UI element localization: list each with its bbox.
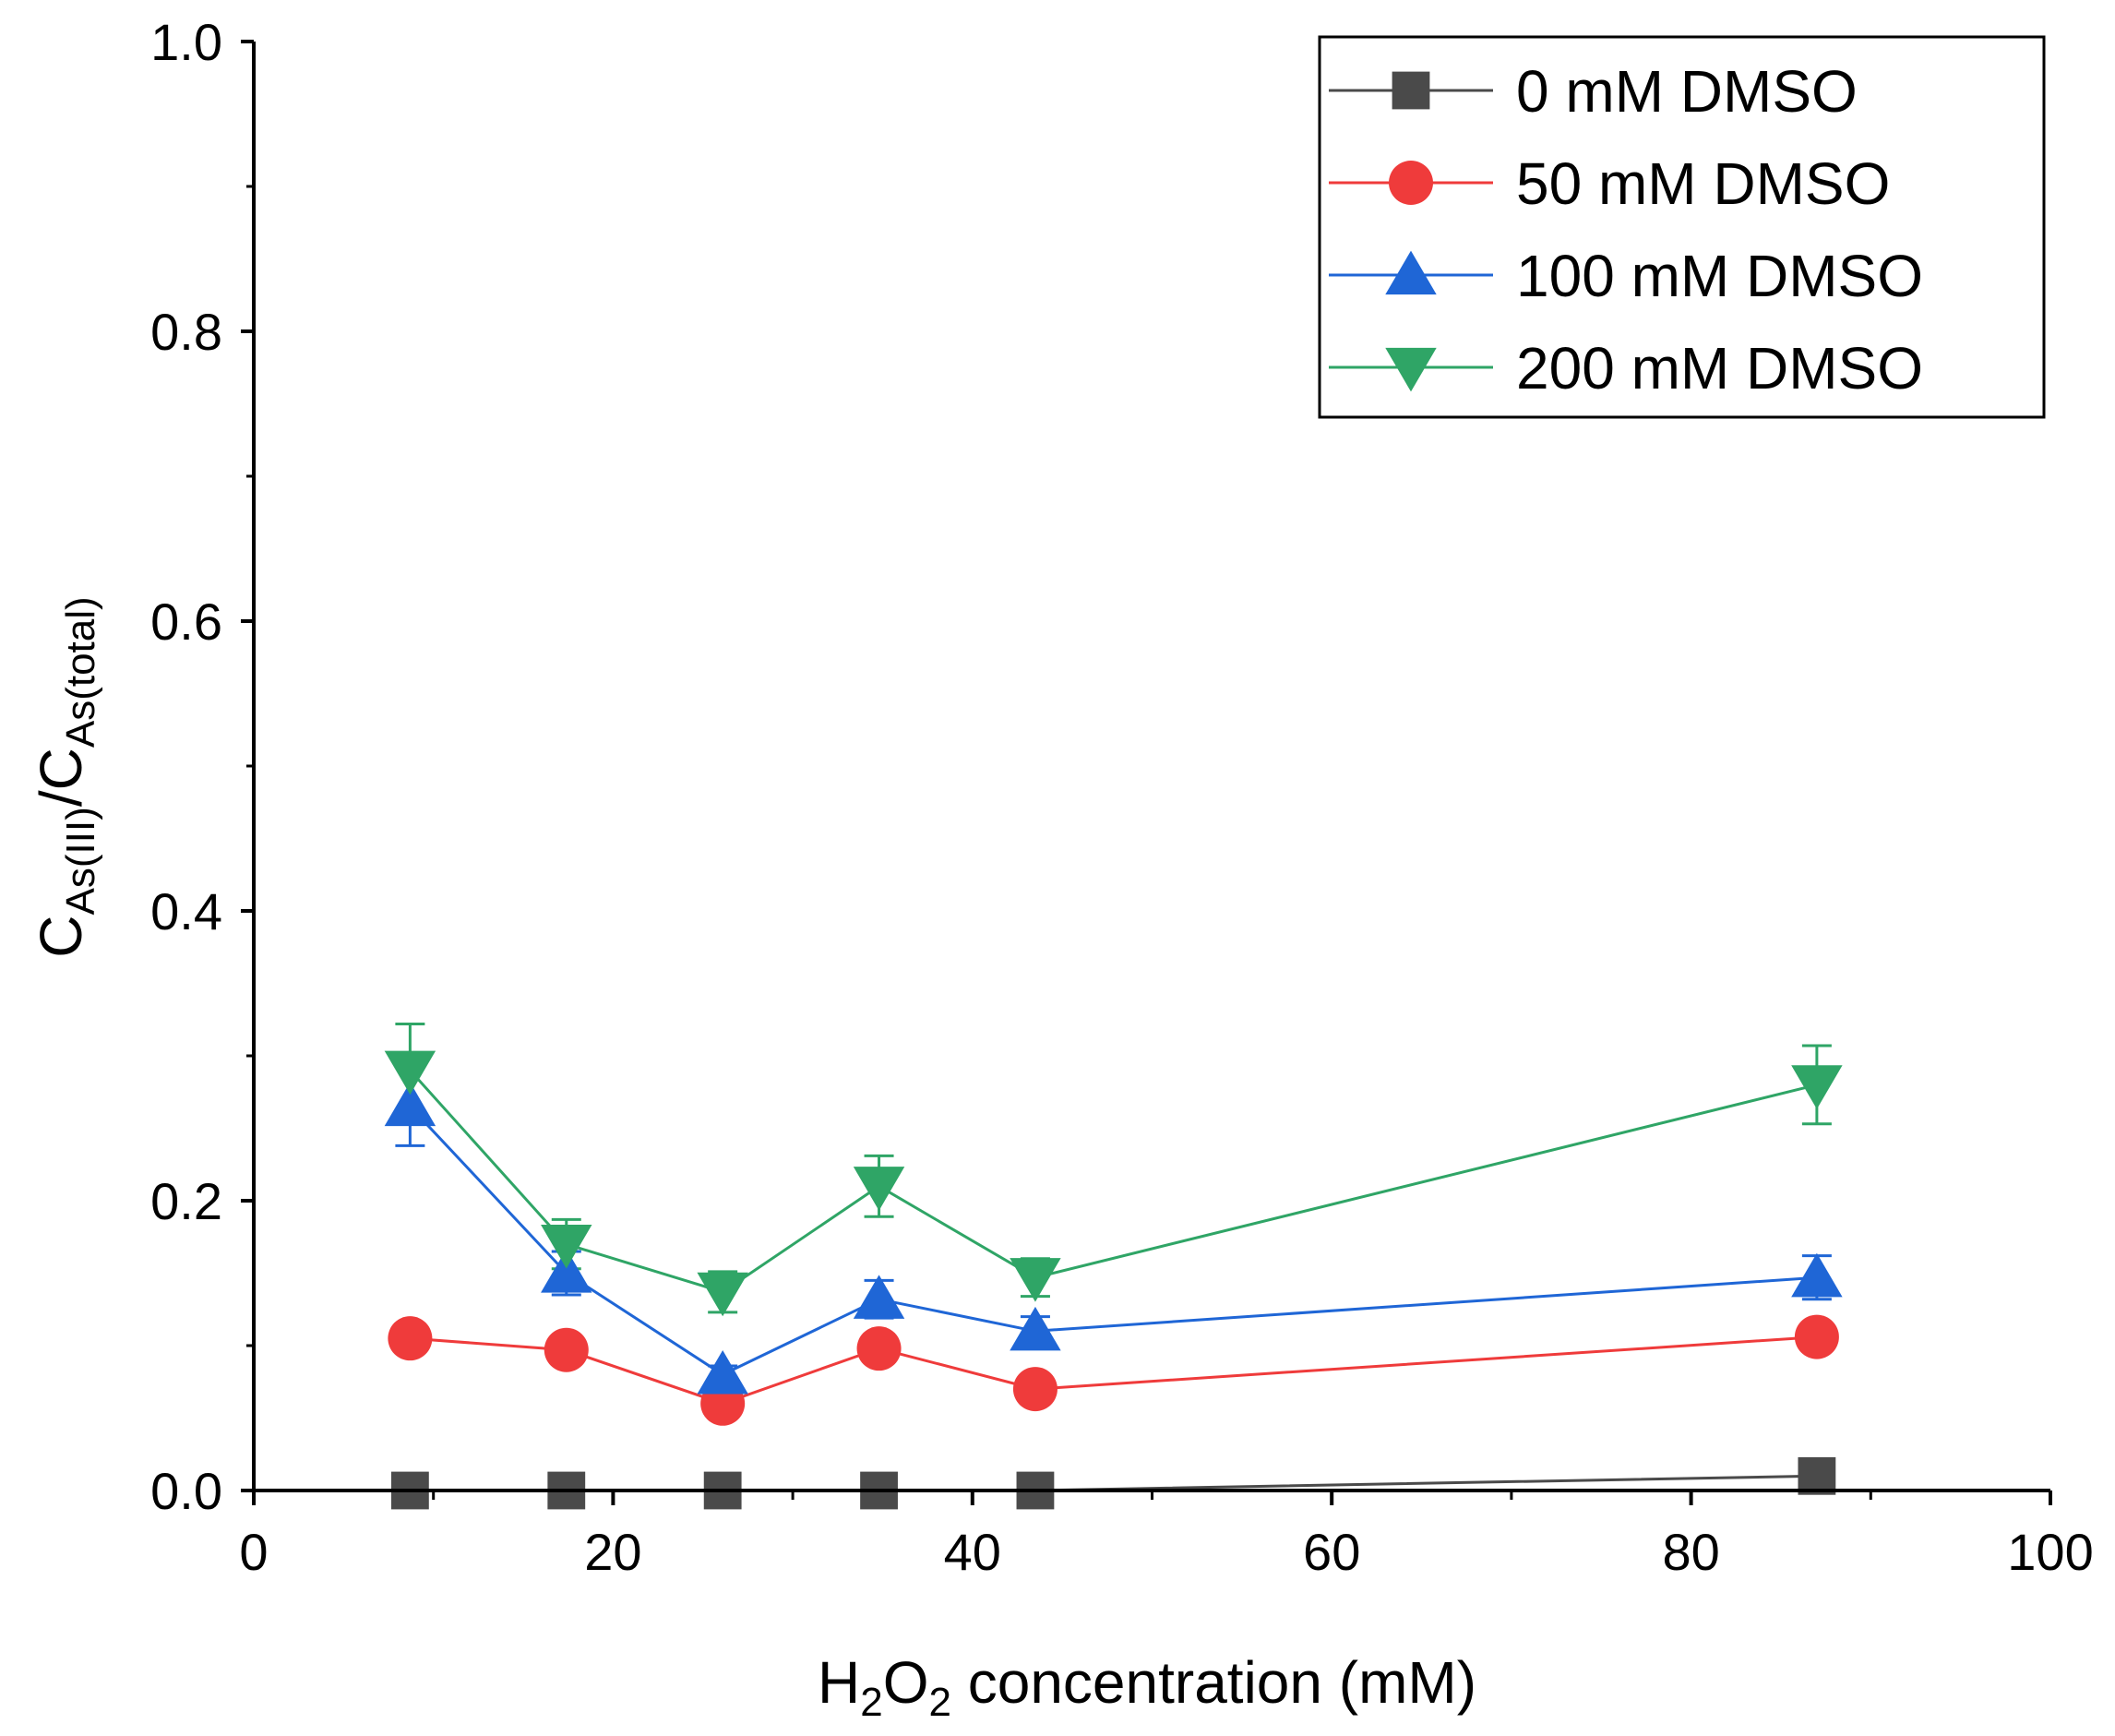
- x-tick-label-1: 20: [584, 1523, 641, 1581]
- data-point-1-0: [388, 1316, 433, 1361]
- y-tick-label-5: 1.0: [150, 13, 222, 71]
- y-tick-label-0: 0.0: [150, 1462, 222, 1520]
- legend-label-0: 0 mM DMSO: [1516, 58, 1858, 125]
- data-point-2-2: [697, 1350, 748, 1395]
- y-tick-label-4: 0.8: [150, 303, 222, 361]
- series-line-3: [409, 1069, 1818, 1294]
- series-line-2: [409, 1105, 1817, 1377]
- legend-marker-0: [1392, 71, 1430, 110]
- data-point-2-1: [541, 1249, 592, 1293]
- data-point-2-4: [1010, 1306, 1061, 1351]
- data-point-2-5: [1791, 1252, 1843, 1298]
- y-tick-label-3: 0.6: [150, 593, 222, 651]
- y-tick-label-2: 0.4: [150, 882, 222, 940]
- legend-marker-1: [1389, 161, 1433, 205]
- series-line-1: [410, 1335, 1817, 1406]
- x-tick-label-0: 0: [239, 1523, 268, 1581]
- data-point-0-5: [1798, 1456, 1836, 1495]
- data-point-1-5: [1794, 1314, 1839, 1359]
- legend-box: [1318, 35, 2046, 419]
- data-point-1-4: [1012, 1367, 1058, 1412]
- x-tick-label-3: 60: [1303, 1523, 1360, 1581]
- data-point-3-3: [853, 1167, 905, 1211]
- data-point-3-5: [1791, 1065, 1843, 1109]
- data-point-3-2: [697, 1272, 748, 1317]
- x-tick-label-5: 100: [2007, 1523, 2093, 1581]
- legend: 0 mM DMSO 50 mM DMSO 100 mM DMSO 200 mM DMS…: [1318, 35, 2046, 419]
- x-axis-title: H2O2 concentration (mM): [818, 1649, 1476, 1725]
- data-point-2-0: [384, 1082, 436, 1127]
- data-point-1-3: [856, 1326, 902, 1371]
- y-tick-label-1: 0.2: [150, 1172, 222, 1230]
- y-axis-title: CAs(III)/CAs(total): [28, 596, 103, 957]
- axes: [241, 40, 2052, 1505]
- legend-label-2: 100 mM DMSO: [1516, 243, 1923, 309]
- data-point-2-3: [853, 1275, 905, 1319]
- data-point-3-0: [384, 1050, 436, 1095]
- data-point-3-1: [541, 1224, 592, 1269]
- data-point-3-4: [1010, 1258, 1061, 1302]
- tick-labels: 0.0 0.2 0.4 0.6 0.8 1.0 0 20 40 60 80 100: [150, 13, 2094, 1581]
- x-tick-label-2: 40: [944, 1523, 1001, 1581]
- legend-label-1: 50 mM DMSO: [1516, 150, 1890, 217]
- legend-marker-3: [1385, 347, 1437, 392]
- x-tick-label-4: 80: [1662, 1523, 1719, 1581]
- legend-label-3: 200 mM DMSO: [1516, 335, 1923, 401]
- data-point-1-1: [544, 1327, 589, 1372]
- legend-marker-2: [1385, 250, 1437, 295]
